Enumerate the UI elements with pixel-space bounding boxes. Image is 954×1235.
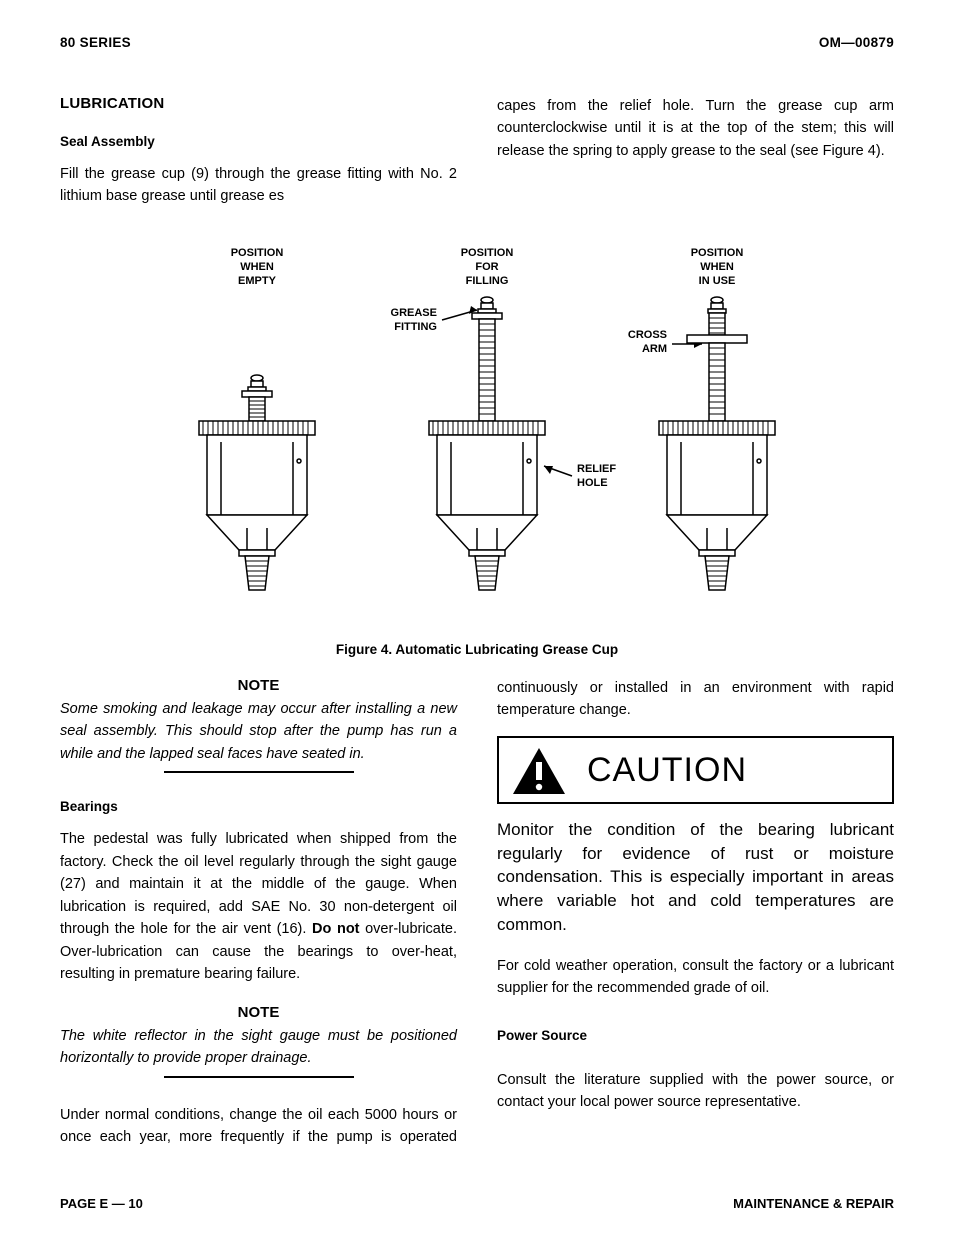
label-pos-empty-2: WHEN [240, 261, 274, 273]
seal-assembly-para1: Fill the grease cup (9) through the grea… [60, 163, 457, 208]
label-grease-2: FITTING [394, 321, 437, 333]
page-footer: PAGE E — 10 MAINTENANCE & REPAIR [60, 1196, 894, 1211]
label-pos-empty-1: POSITION [231, 247, 284, 259]
footer-right: MAINTENANCE & REPAIR [733, 1196, 894, 1211]
header-right: OM—00879 [819, 35, 894, 50]
footer-left: PAGE E — 10 [60, 1196, 143, 1211]
seal-assembly-para2: capes from the relief hole. Turn the gre… [497, 95, 894, 162]
cold-weather-para: For cold weather operation, consult the … [497, 955, 894, 1000]
power-source-body: Consult the literature supplied with the… [497, 1069, 894, 1114]
bearings-para: The pedestal was fully lubricated when s… [60, 828, 457, 985]
page-header: 80 SERIES OM—00879 [60, 35, 894, 50]
label-pos-fill-1: POSITION [461, 247, 514, 259]
intro-right-col: capes from the relief hole. Turn the gre… [497, 95, 894, 208]
label-pos-use-1: POSITION [691, 247, 744, 259]
label-relief-2: HOLE [577, 477, 608, 489]
note-2: NOTE The white reflector in the sight ga… [60, 1004, 457, 1078]
caution-body: Monitor the condition of the bearing lub… [497, 818, 894, 937]
header-left: 80 SERIES [60, 35, 131, 50]
caution-block: CAUTION Monitor the condition of the bea… [497, 736, 894, 937]
power-source-heading: Power Source [497, 1028, 894, 1043]
note1-body: Some smoking and leakage may occur after… [60, 698, 457, 765]
label-pos-empty-3: EMPTY [238, 275, 277, 287]
label-cross-1: CROSS [628, 329, 667, 341]
body-columns: NOTE Some smoking and leakage may occur … [60, 677, 894, 1187]
label-relief-1: RELIEF [577, 463, 616, 475]
label-cross-2: ARM [642, 343, 667, 355]
intro-left-col: LUBRICATION Seal Assembly Fill the greas… [60, 95, 457, 208]
note-1: NOTE Some smoking and leakage may occur … [60, 677, 457, 773]
caution-label: CAUTION [587, 751, 747, 790]
caution-box: CAUTION [497, 736, 894, 804]
label-pos-use-2: WHEN [700, 261, 734, 273]
intro-columns: LUBRICATION Seal Assembly Fill the greas… [60, 95, 894, 208]
label-grease-1: GREASE [391, 307, 437, 319]
note2-rule [164, 1076, 354, 1078]
warning-triangle-icon [511, 746, 567, 796]
bearings-heading: Bearings [60, 799, 457, 814]
note1-heading: NOTE [60, 677, 457, 694]
label-pos-fill-3: FILLING [466, 275, 509, 287]
seal-assembly-heading: Seal Assembly [60, 134, 457, 149]
section-title-lubrication: LUBRICATION [60, 95, 457, 112]
figure-caption: Figure 4. Automatic Lubricating Grease C… [60, 642, 894, 657]
note2-body: The white reflector in the sight gauge m… [60, 1025, 457, 1070]
bearings-donot: Do not [312, 921, 359, 937]
label-pos-fill-2: FOR [475, 261, 498, 273]
figure-4: POSITION WHEN EMPTY POSITION FOR FILLING… [60, 238, 894, 657]
label-pos-use-3: IN USE [699, 275, 736, 287]
note1-rule [164, 771, 354, 773]
grease-cup-diagram: POSITION WHEN EMPTY POSITION FOR FILLING… [107, 238, 847, 618]
note2-heading: NOTE [60, 1004, 457, 1021]
